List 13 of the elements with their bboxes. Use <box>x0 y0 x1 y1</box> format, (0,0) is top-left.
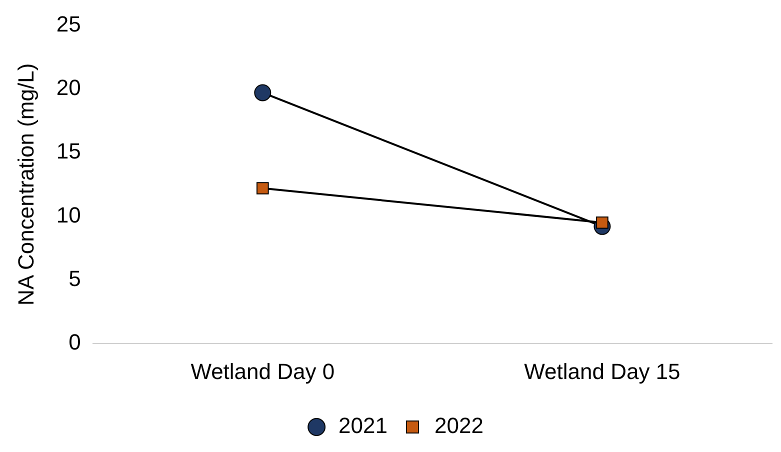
y-tick-label: 15 <box>56 138 81 164</box>
point <box>256 182 269 194</box>
y-tick-label: 25 <box>56 11 81 36</box>
y-axis-title: NA Concentration (mg/L) <box>13 63 38 306</box>
y-tick-label: 0 <box>68 330 81 355</box>
legend-label: 2021 <box>338 413 388 438</box>
y-tick-label: 20 <box>56 74 81 100</box>
point <box>254 84 272 102</box>
x-tick-label: Wetland Day 15 <box>524 358 680 384</box>
y-tick-label: 5 <box>68 266 81 291</box>
x-tick-label: Wetland Day 0 <box>190 358 335 384</box>
y-tick-label: 10 <box>56 202 81 228</box>
legend-label: 2022 <box>434 413 484 438</box>
